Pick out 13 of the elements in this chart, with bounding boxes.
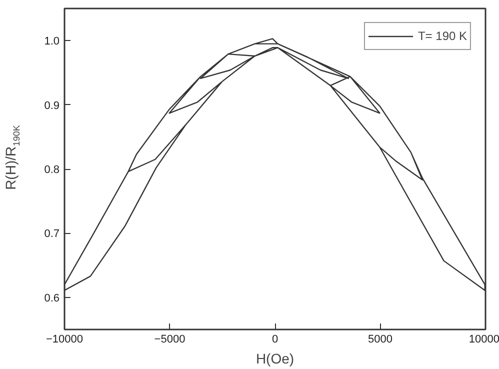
y-axis-title: R(H)/R190K bbox=[2, 125, 22, 190]
x-tick-label: 10000 bbox=[468, 334, 499, 346]
y-tick-label: 0.6 bbox=[44, 292, 60, 304]
y-tick-label: 0.7 bbox=[44, 228, 60, 240]
legend-label: T= 190 K bbox=[418, 29, 467, 43]
y-tick-label: 0.8 bbox=[44, 164, 60, 176]
y-tick-label: 0.9 bbox=[44, 100, 60, 112]
x-tick-label: −10000 bbox=[46, 334, 84, 346]
x-tick-label: 5000 bbox=[368, 334, 392, 346]
x-tick-label: −5000 bbox=[154, 334, 186, 346]
x-axis-title: H(Oe) bbox=[256, 350, 294, 366]
x-tick-label: 0 bbox=[272, 334, 278, 346]
y-tick-label: 1.0 bbox=[44, 36, 60, 48]
